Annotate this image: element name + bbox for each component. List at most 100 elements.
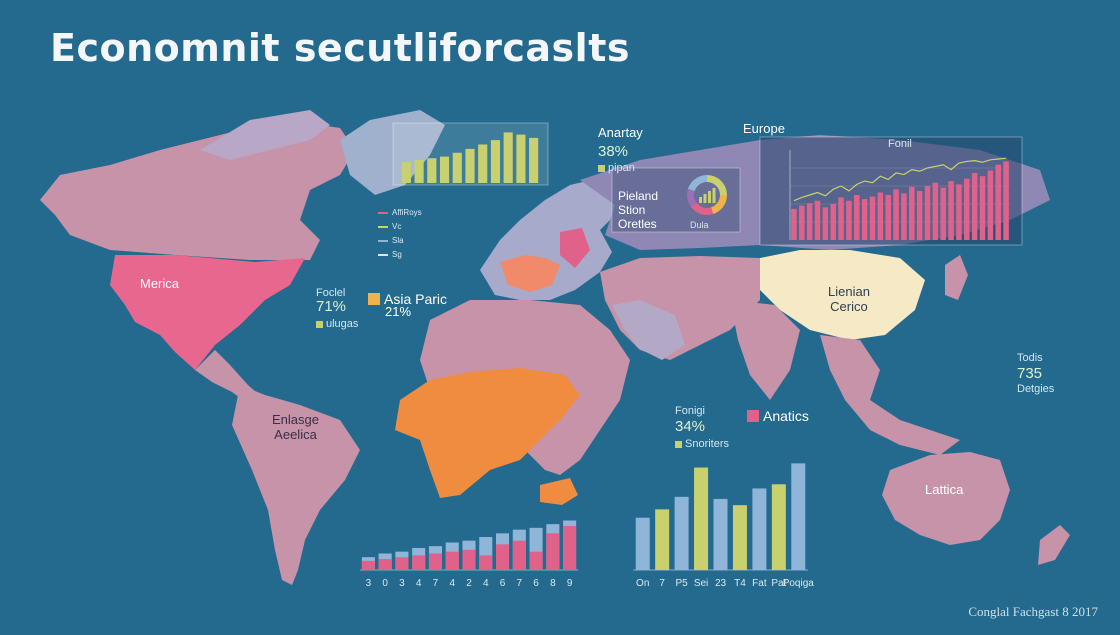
- bar: [503, 132, 513, 183]
- region-southeast-asia-land: [820, 335, 960, 455]
- bar: [655, 509, 670, 570]
- region-china: [760, 250, 925, 340]
- bar: [846, 200, 852, 240]
- callout-anatics-label-text: Anatics: [763, 408, 809, 424]
- inner-bar: [712, 188, 716, 203]
- tick-label: 4: [416, 578, 422, 589]
- chip-icon: [675, 440, 682, 448]
- tick-label: 23: [715, 578, 727, 589]
- bar-series-2: [479, 555, 493, 570]
- tick-label: Pat: [771, 578, 786, 589]
- tick-label: 3: [399, 578, 405, 589]
- callout-right-sub: Detgies: [1017, 383, 1055, 395]
- bar: [822, 207, 829, 240]
- bar: [414, 159, 424, 183]
- tick-label: 7: [659, 578, 665, 589]
- callout-asia-sub-text: ulugas: [326, 318, 359, 330]
- callout-anartay-sub: pipan: [598, 162, 635, 175]
- callout-asia-title: Foclel: [316, 287, 346, 299]
- inner-bar: [703, 194, 707, 203]
- tick-label: 2: [466, 578, 472, 589]
- bar: [529, 137, 539, 183]
- bar: [995, 164, 1001, 240]
- bar-series-2: [546, 533, 560, 570]
- chip-icon: [598, 164, 605, 172]
- continent-australia-land: [882, 452, 1010, 545]
- bar: [439, 156, 450, 183]
- chip-icon: [316, 320, 323, 328]
- bar: [987, 170, 994, 240]
- bar: [901, 193, 907, 240]
- tick-label: T4: [734, 578, 746, 589]
- bar: [916, 190, 923, 240]
- legend-swatch-icon: [378, 211, 388, 214]
- callout-asia-label: Asia Paric: [368, 291, 447, 307]
- bar: [838, 197, 844, 240]
- bar: [806, 203, 813, 240]
- legend-swatch-icon: [378, 239, 388, 242]
- region-new-zealand-land: [1038, 525, 1070, 565]
- legend-swatch-icon: [378, 225, 388, 228]
- callout-anartay-title: Anartay: [598, 125, 643, 140]
- bar: [732, 505, 747, 570]
- bar: [971, 172, 978, 240]
- callout-anartay-value: 38%: [598, 143, 629, 160]
- footer-text: Conglal Fachgast 8 2017: [968, 604, 1098, 619]
- continent-north-america-north-land: [200, 110, 330, 160]
- bar: [924, 186, 931, 240]
- tick-label: 7: [433, 578, 439, 589]
- tick-label: 8: [550, 578, 556, 589]
- bar: [885, 195, 891, 240]
- legend-item: Vc: [378, 222, 401, 231]
- bar-series-2: [529, 551, 543, 570]
- bar-series-2: [563, 526, 577, 570]
- label-australia: Lattica: [925, 482, 964, 497]
- tick-label: P5: [675, 578, 688, 589]
- callout-pieland-caption: Dula: [690, 220, 709, 230]
- bar: [861, 199, 868, 240]
- pie-slice: [711, 195, 727, 215]
- bar: [452, 152, 462, 183]
- legend-item: Sg: [378, 250, 402, 259]
- bar: [465, 148, 475, 183]
- callout-fonigi-title: Fonigi: [675, 405, 705, 417]
- tick-label: 3: [366, 578, 372, 589]
- legend-label: Sla: [392, 236, 404, 245]
- pie-slice: [707, 175, 727, 195]
- legend-label: Vc: [392, 222, 402, 231]
- bar: [830, 204, 836, 240]
- callout-right-title: Todis: [1017, 352, 1043, 364]
- tick-label: On: [636, 578, 649, 589]
- bar: [771, 484, 786, 570]
- bar: [478, 144, 488, 183]
- pie-slice: [686, 188, 697, 207]
- callout-europe-title: Europe: [743, 121, 785, 136]
- legend-swatch-icon: [378, 253, 388, 256]
- bar-series-2: [428, 553, 443, 570]
- bar: [490, 140, 501, 183]
- tick-label: 4: [449, 578, 455, 589]
- legend-label: AffiRoys: [392, 208, 422, 217]
- callout-asia-value: 71%: [316, 298, 347, 315]
- callout-fonigi-sub: Snoriters: [675, 438, 729, 451]
- bar: [799, 205, 805, 240]
- callout-right-value: 735: [1017, 365, 1043, 382]
- bar: [814, 200, 821, 240]
- tick-label: 9: [567, 578, 573, 589]
- callout-anatics-label: Anatics: [747, 408, 809, 424]
- anatics-swatch-icon: [747, 410, 759, 422]
- callout-asia-label-text: Asia Paric: [384, 291, 448, 307]
- bar: [791, 463, 806, 570]
- bar: [635, 517, 650, 570]
- callout-fonigi-value: 34%: [675, 418, 706, 435]
- callout-fonigi-sub-text: Snoriters: [685, 438, 730, 450]
- bar: [674, 496, 689, 570]
- trend-line: [793, 157, 1007, 202]
- bar-series-2: [445, 551, 459, 570]
- bar: [877, 192, 884, 240]
- region-europe-east: [560, 228, 590, 268]
- legend-item: Sla: [378, 236, 404, 245]
- tick-label: 0: [382, 578, 388, 589]
- page-title: Economnit secutliforcaslts: [50, 26, 630, 70]
- continent-greenland-land: [340, 110, 445, 195]
